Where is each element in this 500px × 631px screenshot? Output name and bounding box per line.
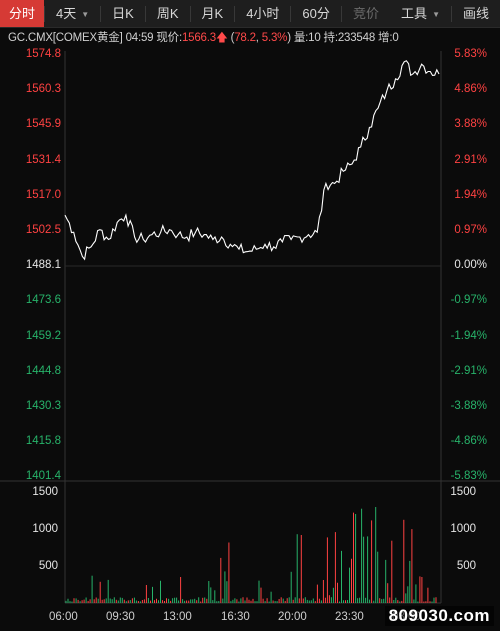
tab-separator <box>44 5 46 22</box>
tab-label: 竞价 <box>353 6 380 21</box>
time-tick: 13:00 <box>163 611 192 623</box>
percent-tick: 0.97% <box>454 224 487 236</box>
percent-tick: 3.88% <box>454 118 487 131</box>
price-tick: 1459.2 <box>25 329 61 342</box>
price-change-pct: 5.3% <box>261 32 288 44</box>
price-label: 现价: <box>156 32 182 44</box>
quote-info-bar: GC.CMX[COMEX黄金] 04:59 现价:1566.3🡅 (78.2, … <box>8 32 399 44</box>
tab-separator <box>144 5 146 22</box>
time-tick: 16:30 <box>221 611 250 623</box>
tab-label: 4天 <box>56 6 77 21</box>
tab-label: 4小时 <box>246 6 280 21</box>
tab-4[interactable]: 月K <box>191 0 235 27</box>
volume-value: 量:10 <box>293 32 321 44</box>
tab-label: 工具 <box>401 6 428 21</box>
volume-tick: 500 <box>456 560 476 572</box>
change-open: ( <box>230 32 235 44</box>
price-change: 78.2 <box>234 32 256 44</box>
chevron-down-icon: ▼ <box>432 10 440 19</box>
price-tick: 1488.1 <box>25 259 61 272</box>
volume-tick: 1000 <box>32 523 58 535</box>
tab-7[interactable]: 竞价 <box>342 0 390 27</box>
tab-label: 画线 <box>462 6 489 21</box>
price-tick: 1502.5 <box>25 224 61 236</box>
tab-0[interactable]: 分时 <box>0 0 45 27</box>
tab-label: 分时 <box>9 6 36 21</box>
change-close: ) <box>287 32 291 44</box>
percent-tick: 2.91% <box>454 153 487 166</box>
price-tick: 1430.3 <box>25 400 61 412</box>
percent-tick: 1.94% <box>454 188 487 201</box>
percent-tick: -2.91% <box>450 364 487 377</box>
tab-separator <box>189 5 191 22</box>
time-tick: 06:00 <box>49 611 78 623</box>
holding-value: 持:233548 <box>323 32 376 44</box>
price-tick: 1517.0 <box>25 188 61 201</box>
volume-tick: 500 <box>38 560 58 572</box>
arrow-up-icon: 🡅 <box>215 32 228 44</box>
tab-3[interactable]: 周K <box>146 0 190 27</box>
tab-8[interactable]: 工具 ▼ <box>390 0 451 27</box>
price-tick: 1574.8 <box>25 48 61 60</box>
tab-6[interactable]: 60分 <box>291 0 340 27</box>
symbol-name: GC.CMX[COMEX黄金] <box>8 32 123 44</box>
percent-tick: -1.94% <box>450 329 487 342</box>
price-tick: 1545.9 <box>25 118 61 131</box>
percent-tick: -4.86% <box>450 435 487 448</box>
tab-label: 周K <box>156 6 179 21</box>
price-tick: 1560.3 <box>25 83 61 96</box>
tab-separator <box>450 5 452 22</box>
time-tick: 23:30 <box>335 611 364 623</box>
tab-2[interactable]: 日K <box>101 0 145 27</box>
tab-1[interactable]: 4天 ▼ <box>45 0 100 27</box>
percent-tick: 5.83% <box>454 48 487 60</box>
tab-9[interactable]: 画线 <box>452 0 500 27</box>
price-tick: 1401.4 <box>25 470 61 483</box>
volume-tick: 1500 <box>450 486 476 498</box>
price-tick: 1531.4 <box>25 153 61 166</box>
quote-time: 04:59 <box>125 32 154 44</box>
percent-tick: -3.88% <box>450 400 487 412</box>
price-tick: 1473.6 <box>25 294 61 307</box>
volume-tick: 1000 <box>450 523 476 535</box>
current-price: 1566.3 <box>181 32 216 44</box>
period-tabs: 分时 4天 ▼ 日K 周K 月K 4小时 60分 竞价 工具 ▼ 画线 <box>0 0 500 28</box>
percent-tick: 0.00% <box>454 259 487 272</box>
percent-tick: -0.97% <box>450 294 487 307</box>
time-tick: 20:00 <box>278 611 307 623</box>
tab-5[interactable]: 4小时 <box>235 0 290 27</box>
increase-value: 增:0 <box>378 32 399 44</box>
tab-separator <box>234 5 236 22</box>
price-line <box>64 60 440 261</box>
tab-label: 月K <box>201 6 224 21</box>
chevron-down-icon: ▼ <box>81 10 90 19</box>
price-tick: 1444.8 <box>25 364 61 377</box>
price-tick: 1415.8 <box>25 435 61 448</box>
tab-separator <box>341 5 343 22</box>
volume-tick: 1500 <box>32 486 58 498</box>
time-tick: 09:30 <box>106 611 135 623</box>
watermark: 809030.com <box>384 606 494 626</box>
percent-tick: -5.83% <box>450 470 487 483</box>
tab-separator <box>100 5 102 22</box>
tab-label: 日K <box>112 6 134 21</box>
tab-separator <box>290 5 292 22</box>
percent-tick: 4.86% <box>454 83 487 96</box>
tab-label: 60分 <box>302 6 330 21</box>
